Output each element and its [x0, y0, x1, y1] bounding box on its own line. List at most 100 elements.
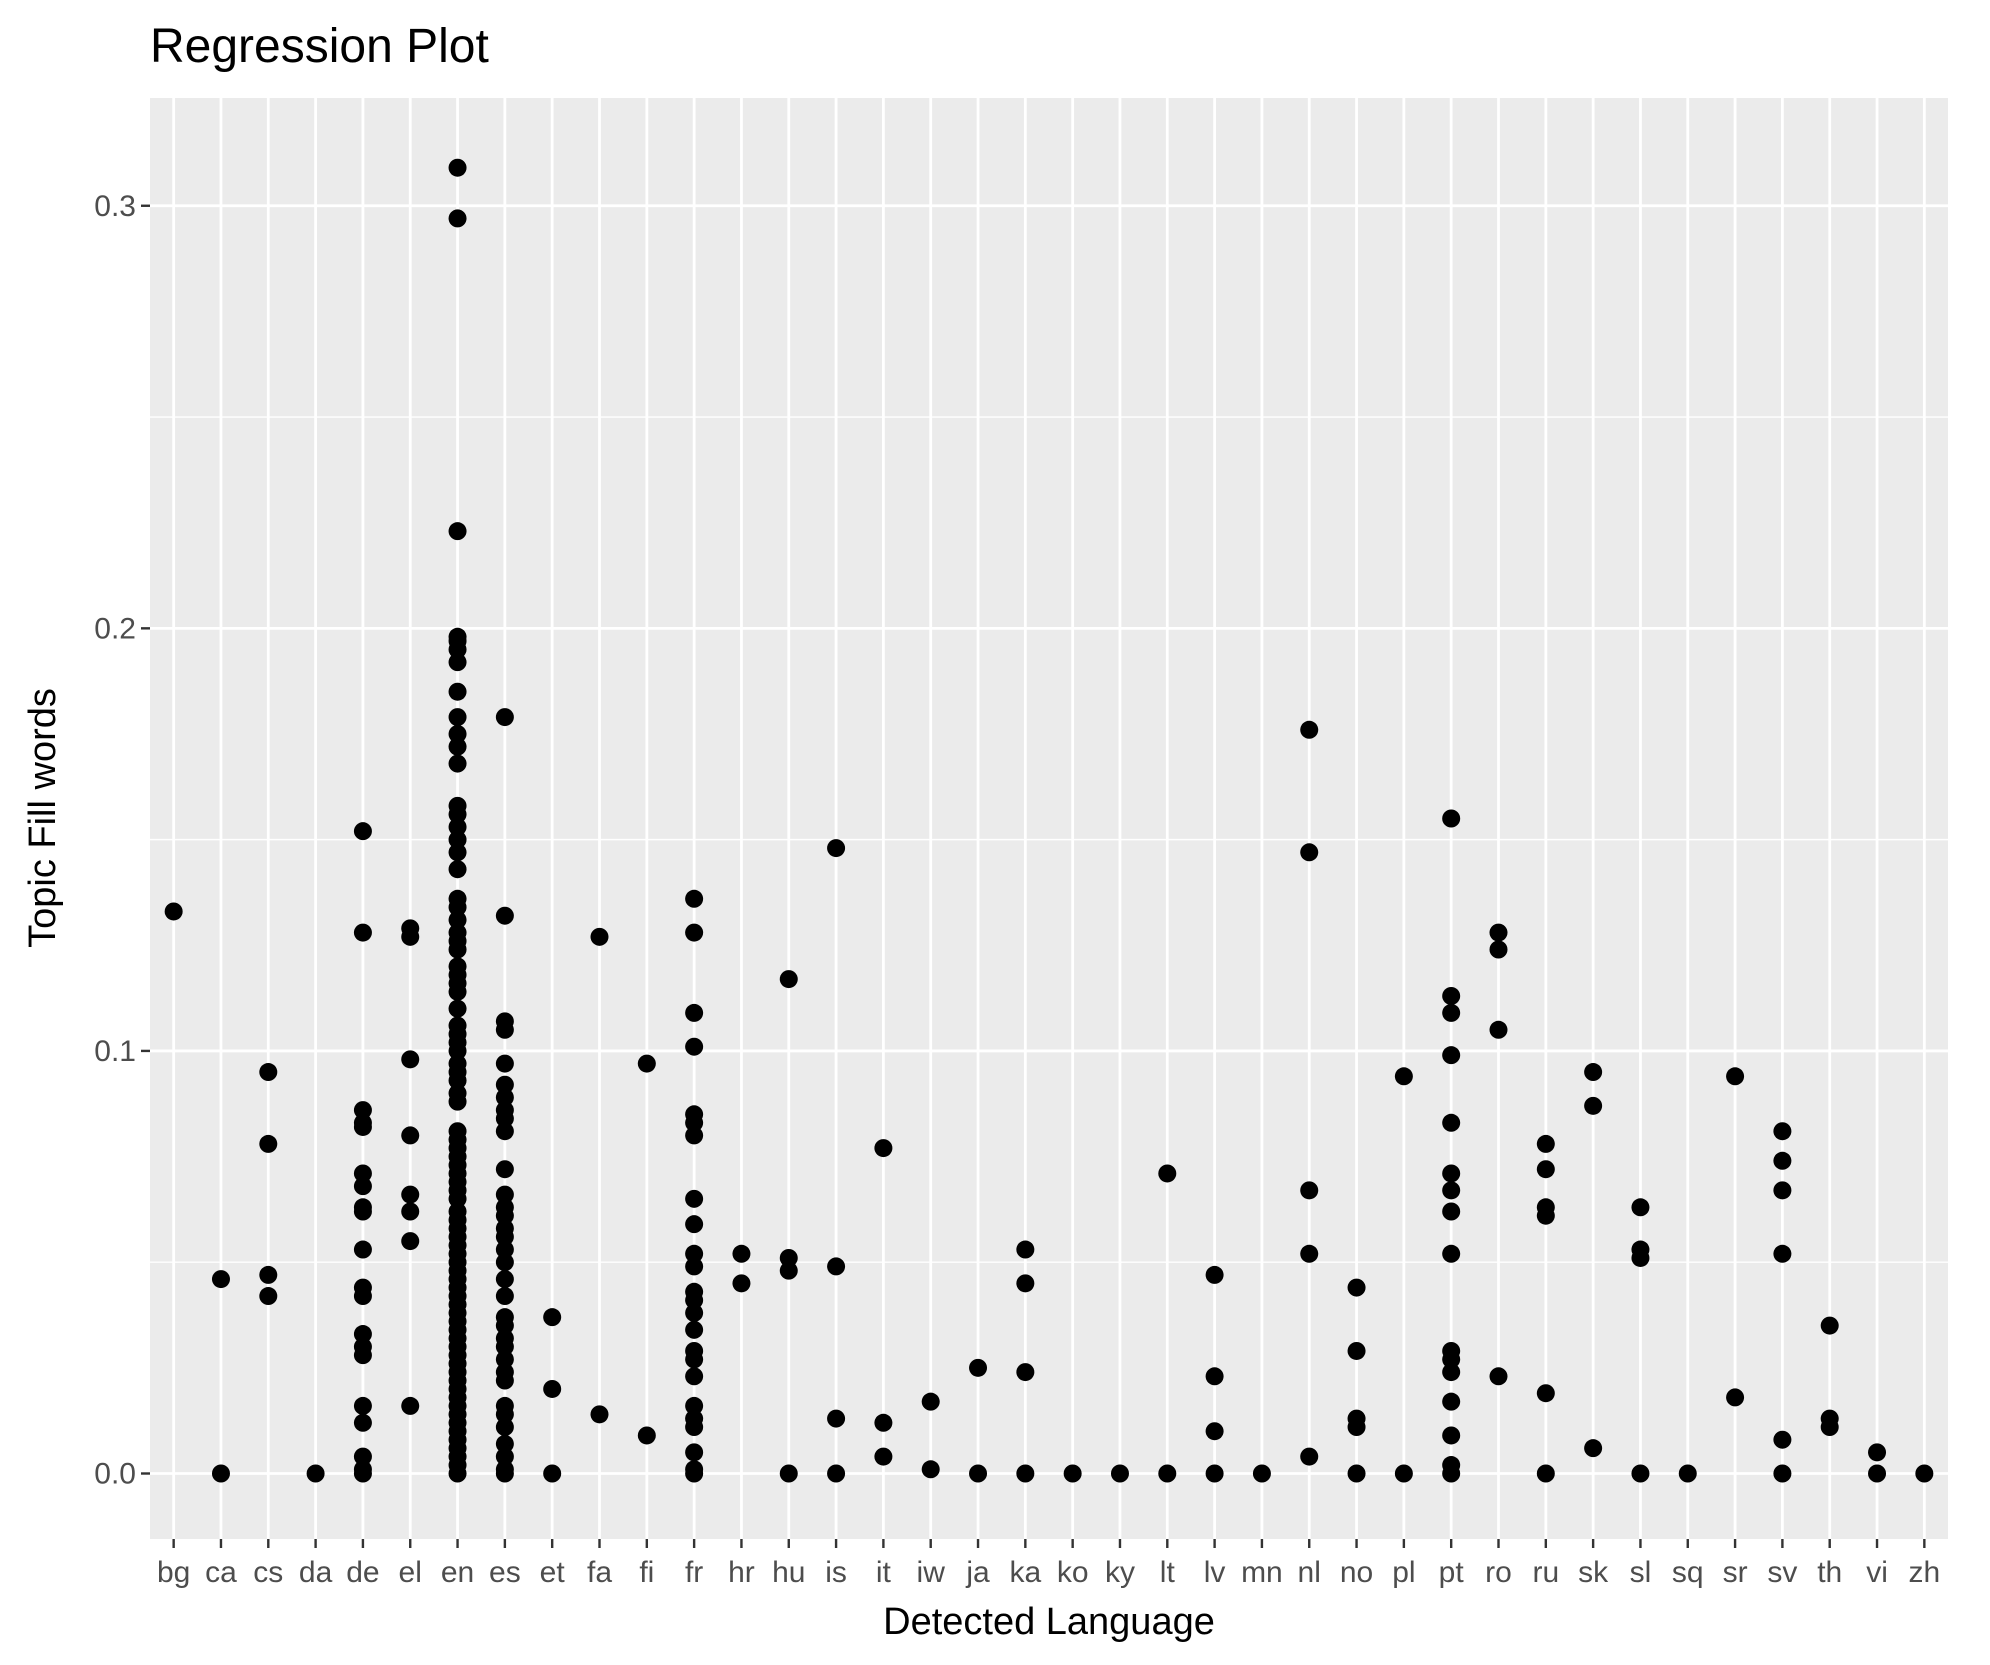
data-point-fr	[685, 1443, 704, 1462]
x-tick-label: pl	[1392, 1556, 1415, 1589]
data-point-fi	[637, 1054, 656, 1073]
data-point-fr	[685, 889, 704, 908]
data-point-pt	[1442, 1392, 1461, 1411]
data-point-sr	[1726, 1067, 1745, 1086]
data-point-de	[353, 1464, 372, 1483]
data-point-hu	[779, 1261, 798, 1280]
data-point-zh	[1915, 1464, 1934, 1483]
x-tick-label: iw	[917, 1556, 946, 1589]
data-point-pt	[1442, 1003, 1461, 1022]
data-point-sr	[1726, 1388, 1745, 1407]
data-point-sv	[1773, 1151, 1792, 1170]
data-point-no	[1347, 1278, 1366, 1297]
data-point-el	[401, 1232, 420, 1251]
data-point-fr	[685, 1037, 704, 1056]
data-point-is	[827, 1257, 846, 1276]
x-tick-label: lv	[1204, 1556, 1226, 1589]
data-point-ru	[1536, 1464, 1555, 1483]
data-point-pt	[1442, 1244, 1461, 1263]
data-point-ru	[1536, 1206, 1555, 1225]
data-point-en	[448, 754, 467, 773]
data-point-lv	[1205, 1422, 1224, 1441]
data-point-nl	[1300, 720, 1319, 739]
data-point-en	[448, 805, 467, 824]
data-point-en	[448, 724, 467, 743]
data-point-en	[448, 209, 467, 228]
data-point-ka	[1016, 1363, 1035, 1382]
x-tick-label: fa	[587, 1556, 612, 1589]
plot-panel	[150, 98, 1948, 1539]
data-point-ro	[1489, 940, 1508, 959]
data-point-en	[448, 737, 467, 756]
data-points	[164, 158, 1934, 1483]
data-point-de	[353, 1177, 372, 1196]
data-point-hu	[779, 1248, 798, 1267]
data-point-fr	[685, 1396, 704, 1415]
x-tick-label: vi	[1866, 1556, 1888, 1589]
data-point-lv	[1205, 1464, 1224, 1483]
data-point-es	[495, 1253, 514, 1272]
data-point-ja	[969, 1358, 988, 1377]
data-point-en	[448, 843, 467, 862]
data-point-es	[495, 1371, 514, 1390]
data-point-es	[495, 1088, 514, 1107]
data-point-nl	[1300, 1447, 1319, 1466]
x-tick-label: ro	[1485, 1556, 1512, 1589]
data-point-fr	[685, 1350, 704, 1369]
data-point-es	[495, 1054, 514, 1073]
x-tick-label: it	[876, 1556, 892, 1589]
data-point-sk	[1584, 1096, 1603, 1115]
data-point-cs	[259, 1287, 278, 1306]
x-tick-label: is	[825, 1556, 847, 1589]
data-point-iw	[921, 1392, 940, 1411]
data-point-sk	[1584, 1439, 1603, 1458]
data-point-sv	[1773, 1122, 1792, 1141]
data-point-hr	[732, 1274, 751, 1293]
data-point-ru	[1536, 1134, 1555, 1153]
data-point-fa	[590, 927, 609, 946]
data-point-bg	[164, 902, 183, 921]
data-point-de	[353, 1447, 372, 1466]
data-point-es	[495, 1434, 514, 1453]
data-point-fr	[685, 1257, 704, 1276]
x-tick-label: hr	[728, 1556, 755, 1589]
data-point-fr	[685, 1291, 704, 1310]
x-tick-label: ka	[1009, 1556, 1041, 1589]
data-point-ro	[1489, 1020, 1508, 1039]
data-point-en	[448, 1189, 467, 1208]
data-point-no	[1347, 1464, 1366, 1483]
data-point-en	[448, 898, 467, 917]
data-point-et	[543, 1464, 562, 1483]
data-point-fr	[685, 1303, 704, 1322]
data-point-en	[448, 708, 467, 727]
data-point-sv	[1773, 1464, 1792, 1483]
data-point-sl	[1631, 1198, 1650, 1217]
x-tick-label: sr	[1723, 1556, 1748, 1589]
data-point-ka	[1016, 1274, 1035, 1293]
data-point-en	[448, 910, 467, 929]
x-tick-label: ko	[1057, 1556, 1089, 1589]
y-axis: 0.0 0.1 0.2 0.3	[94, 190, 150, 1491]
data-point-da	[306, 1464, 325, 1483]
data-point-es	[495, 1020, 514, 1039]
data-point-pt	[1442, 1426, 1461, 1445]
data-point-es	[495, 1337, 514, 1356]
data-point-no	[1347, 1341, 1366, 1360]
data-point-th	[1820, 1418, 1839, 1437]
data-point-es	[495, 1405, 514, 1424]
data-point-fa	[590, 1405, 609, 1424]
x-tick-label: ja	[965, 1556, 990, 1589]
data-point-pt	[1442, 1046, 1461, 1065]
data-point-es	[495, 1075, 514, 1094]
data-point-et	[543, 1379, 562, 1398]
data-point-fr	[685, 1320, 704, 1339]
data-point-es	[495, 906, 514, 925]
data-point-fr	[685, 1418, 704, 1437]
data-point-de	[353, 822, 372, 841]
data-point-no	[1347, 1418, 1366, 1437]
data-point-en	[448, 640, 467, 659]
data-point-de	[353, 1240, 372, 1259]
data-point-lv	[1205, 1265, 1224, 1284]
y-tick-label: 0.3	[94, 190, 136, 223]
data-point-is	[827, 1409, 846, 1428]
